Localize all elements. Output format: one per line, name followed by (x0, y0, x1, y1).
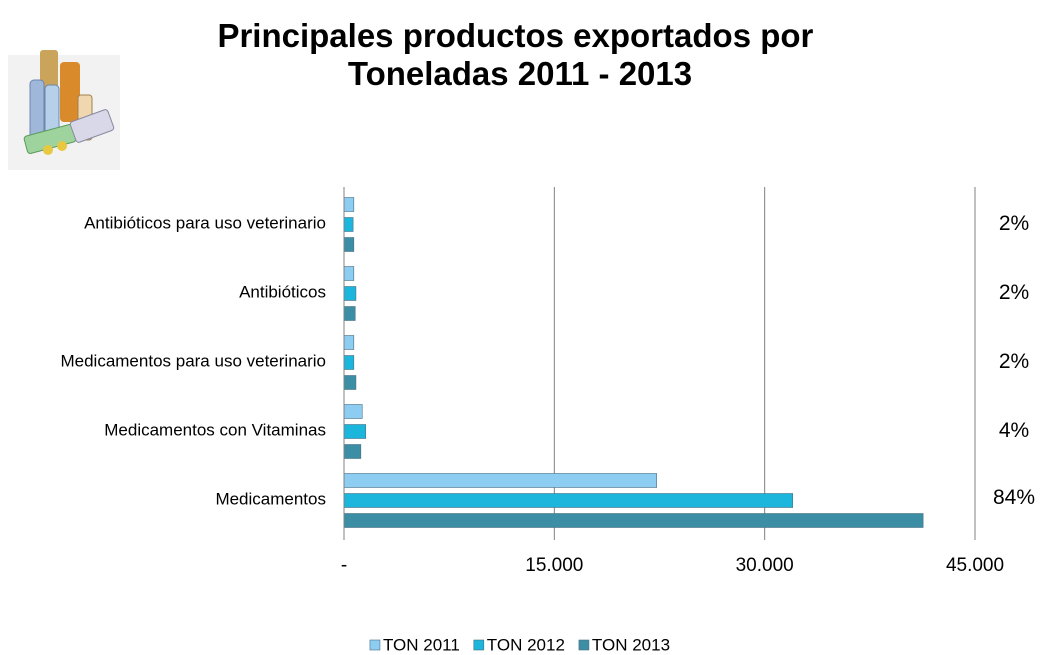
bar (343, 493, 794, 508)
legend-marker (369, 639, 381, 651)
bar (343, 375, 357, 390)
legend-marker (473, 639, 485, 651)
bar (343, 197, 355, 212)
y-tick-label: Medicamentos para uso veterinario (60, 352, 326, 371)
bar (343, 237, 355, 252)
bar (343, 404, 363, 419)
chart-title: Principales productos exportados por Ton… (217, 17, 822, 92)
x-tick-label: - (341, 555, 347, 576)
legend-marker (578, 639, 590, 651)
pharma-icon (8, 50, 120, 170)
bar (343, 424, 367, 439)
share-label: 84% (993, 486, 1035, 509)
y-tick-label: Medicamentos (215, 490, 326, 509)
share-label: 2% (999, 281, 1029, 304)
x-tick-label: 45.000 (946, 555, 1004, 576)
y-tick-label: Antibióticos para uso veterinario (84, 214, 326, 233)
share-label: 2% (999, 212, 1029, 235)
bar (343, 286, 357, 301)
bar (343, 217, 354, 232)
legend-label: TON 2012 (487, 635, 565, 654)
share-label: 4% (999, 419, 1029, 442)
bar (343, 513, 924, 528)
bar (343, 306, 356, 321)
bar (343, 355, 355, 370)
legend-label: TON 2013 (592, 635, 670, 654)
x-tick-label: 30.000 (736, 555, 794, 576)
bar (343, 473, 657, 488)
bar (343, 335, 355, 350)
y-tick-label: Medicamentos con Vitaminas (104, 421, 326, 440)
legend-label: TON 2011 (383, 635, 460, 654)
share-label: 2% (999, 350, 1029, 373)
bar (343, 444, 362, 459)
y-tick-label: Antibióticos (239, 283, 326, 302)
bar (343, 266, 355, 281)
x-tick-label: 15.000 (525, 555, 583, 576)
